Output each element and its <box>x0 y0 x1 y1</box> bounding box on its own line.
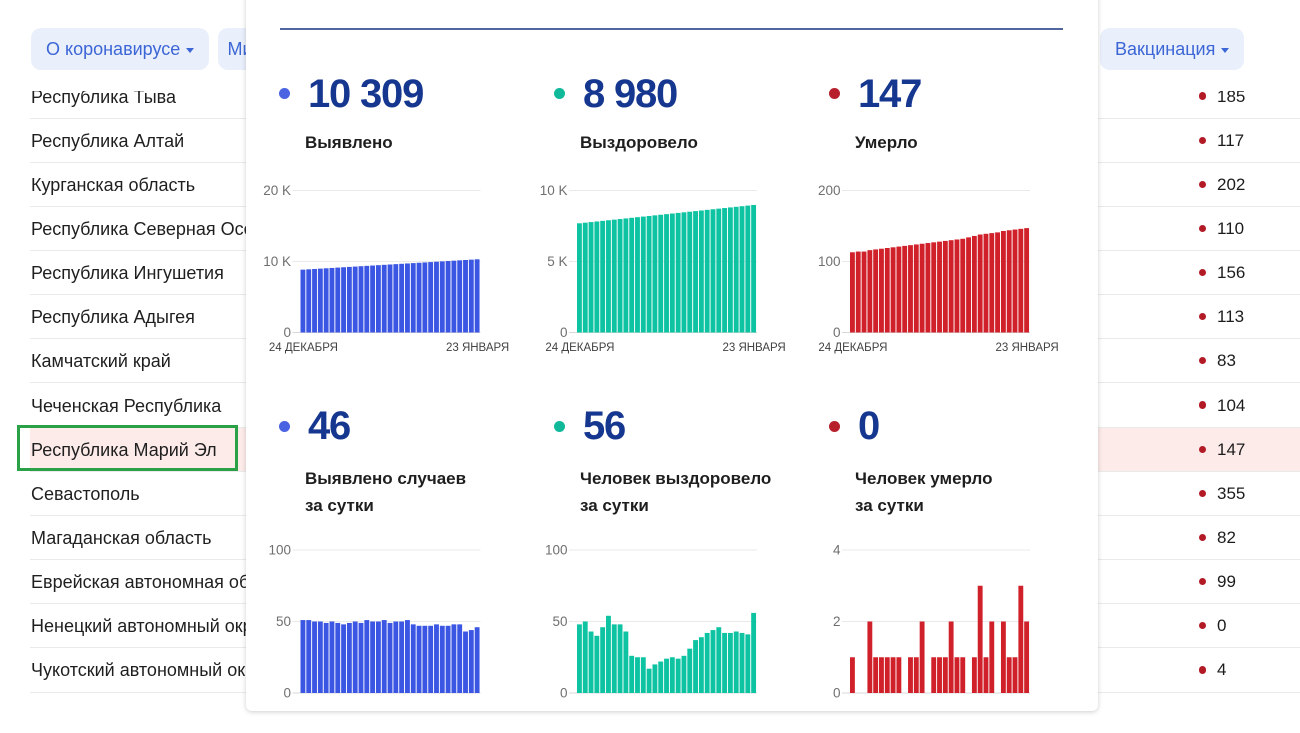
svg-text:20 K: 20 K <box>263 183 291 198</box>
svg-text:0: 0 <box>560 325 568 340</box>
svg-text:50: 50 <box>276 614 291 629</box>
svg-text:100: 100 <box>545 543 568 558</box>
svg-text:4: 4 <box>833 543 841 558</box>
svg-text:100: 100 <box>818 254 841 269</box>
svg-text:0: 0 <box>560 686 568 701</box>
svg-text:24 ДЕКАБРЯ: 24 ДЕКАБРЯ <box>545 342 614 354</box>
svg-text:24 ДЕКАБРЯ: 24 ДЕКАБРЯ <box>818 342 887 354</box>
svg-text:5 K: 5 K <box>547 254 567 269</box>
svg-text:23 ЯНВАРЯ: 23 ЯНВАРЯ <box>995 342 1058 354</box>
svg-text:0: 0 <box>283 325 291 340</box>
svg-text:10 K: 10 K <box>263 254 291 269</box>
svg-text:24 ДЕКАБРЯ: 24 ДЕКАБРЯ <box>269 342 338 354</box>
svg-text:50: 50 <box>552 614 567 629</box>
svg-text:2: 2 <box>833 614 841 629</box>
svg-text:0: 0 <box>833 686 841 701</box>
svg-text:23 ЯНВАРЯ: 23 ЯНВАРЯ <box>722 342 785 354</box>
svg-text:200: 200 <box>818 183 841 198</box>
svg-text:10 K: 10 K <box>540 183 568 198</box>
svg-text:100: 100 <box>268 543 291 558</box>
svg-text:0: 0 <box>283 686 291 701</box>
svg-text:0: 0 <box>833 325 841 340</box>
svg-text:23 ЯНВАРЯ: 23 ЯНВАРЯ <box>446 342 509 354</box>
